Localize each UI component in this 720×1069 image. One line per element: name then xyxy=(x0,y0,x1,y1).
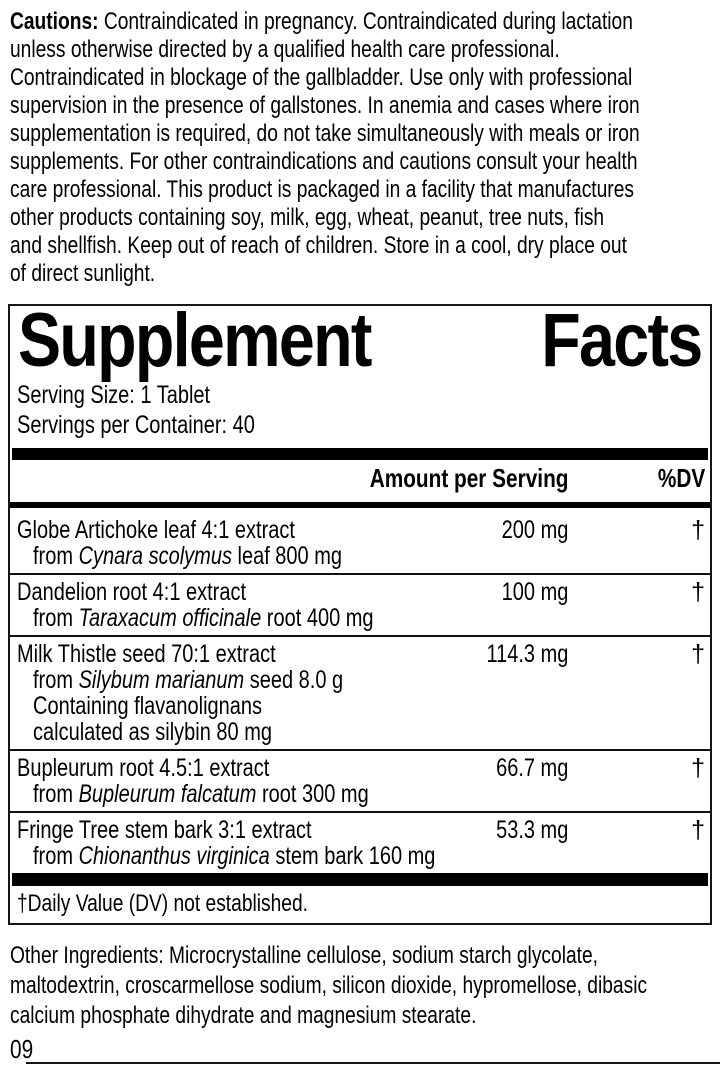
caution-line: other products containing soy, milk, egg… xyxy=(10,204,605,231)
dv-value: † xyxy=(691,578,705,606)
panel-title-word-supplement: Supplement xyxy=(18,298,372,383)
ingredient-name: Bupleurum root 4.5:1 extract xyxy=(17,754,270,782)
caution-line: Cautions: Contraindicated in pregnancy. … xyxy=(10,8,710,36)
latin-name: Chionanthus virginica xyxy=(78,842,270,870)
product-code: 09 xyxy=(10,1034,34,1064)
caution-line: of direct sunlight. xyxy=(10,260,156,287)
other-ingredients-line: calcium phosphate dihydrate and magnesiu… xyxy=(10,1002,477,1029)
ingredient-source: from Taraxacum officinale root 400 mg xyxy=(33,604,374,632)
ingredient-table: Globe Artichoke leaf 4:1 extract 200 mg † … xyxy=(10,508,710,873)
serving-info: Serving Size: 1 Tablet Servings per Cont… xyxy=(17,380,710,440)
dv-value: † xyxy=(691,516,705,544)
panel-title-word-facts: Facts xyxy=(541,298,704,383)
ingredient-row: Fringe Tree stem bark 3:1 extract 53.3 mg… xyxy=(10,811,710,873)
ingredient-name-line: Fringe Tree stem bark 3:1 extract 53.3 mg… xyxy=(10,817,710,843)
ingredient-detail: calculated as silybin 80 mg xyxy=(33,718,273,746)
ingredient-row: Globe Artichoke leaf 4:1 extract 200 mg † … xyxy=(10,508,710,573)
ingredient-name: Globe Artichoke leaf 4:1 extract xyxy=(17,516,295,544)
caution-line: care professional. This product is packa… xyxy=(10,176,634,203)
amount-value: 114.3 mg xyxy=(486,640,568,668)
ingredient-source: from Chionanthus virginica stem bark 160… xyxy=(33,842,436,870)
serving-size: Serving Size: 1 Tablet xyxy=(17,381,211,409)
amount-value: 66.7 mg xyxy=(495,754,568,782)
supplement-facts-panel: Supplement Facts Serving Size: 1 Tablet … xyxy=(8,298,712,925)
other-ingredients-paragraph: Other Ingredients: Microcrystalline cell… xyxy=(0,941,720,1031)
dv-value: † xyxy=(691,640,705,668)
dv-value: † xyxy=(691,754,705,782)
thick-divider-top xyxy=(12,448,708,460)
caution-line: supervision in the presence of gallstone… xyxy=(10,92,640,119)
ingredient-name: Milk Thistle seed 70:1 extract xyxy=(17,640,276,668)
caution-line: and shellfish. Keep out of reach of chil… xyxy=(10,232,627,259)
latin-name: Cynara scolymus xyxy=(78,542,232,570)
panel-title: Supplement Facts xyxy=(18,298,704,383)
ingredient-detail: Containing flavanolignans xyxy=(33,692,263,720)
ingredient-name: Fringe Tree stem bark 3:1 extract xyxy=(17,816,312,844)
amount-value: 53.3 mg xyxy=(495,816,568,844)
ingredient-source: from Cynara scolymus leaf 800 mg xyxy=(33,542,343,570)
caution-line: Contraindicated in blockage of the gallb… xyxy=(10,64,633,91)
dv-value: † xyxy=(691,816,705,844)
ingredient-row: Milk Thistle seed 70:1 extract 114.3 mg † … xyxy=(10,635,710,749)
caution-line: supplementation is required, do not take… xyxy=(10,120,640,147)
cautions-label: Cautions: xyxy=(10,8,99,35)
ingredient-row: Bupleurum root 4.5:1 extract 66.7 mg † fro… xyxy=(10,749,710,811)
other-ingredients-line: Other Ingredients: Microcrystalline cell… xyxy=(10,942,598,969)
amount-header: Amount per Serving xyxy=(369,463,568,493)
ingredient-name-line: Globe Artichoke leaf 4:1 extract 200 mg † xyxy=(10,517,710,543)
caution-text: Contraindicated in pregnancy. Contraindi… xyxy=(98,8,633,35)
latin-name: Bupleurum falcatum xyxy=(78,780,257,808)
ingredient-name-line: Dandelion root 4:1 extract 100 mg † xyxy=(10,579,710,605)
ingredient-source: from Bupleurum falcatum root 300 mg xyxy=(33,780,369,808)
caution-line: supplements. For other contraindications… xyxy=(10,148,638,175)
ingredient-name: Dandelion root 4:1 extract xyxy=(17,578,247,606)
ingredient-row: Dandelion root 4:1 extract 100 mg † from T… xyxy=(10,573,710,635)
thick-divider-bottom xyxy=(12,873,708,886)
amount-value: 200 mg xyxy=(501,516,568,544)
footnote: †Daily Value (DV) not established. xyxy=(17,890,308,917)
caution-line: unless otherwise directed by a qualified… xyxy=(10,36,560,63)
cautions-paragraph: Cautions: Contraindicated in pregnancy. … xyxy=(0,0,720,288)
ingredient-name-line: Milk Thistle seed 70:1 extract 114.3 mg † xyxy=(10,641,710,667)
amount-value: 100 mg xyxy=(501,578,568,606)
ingredient-name-line: Bupleurum root 4.5:1 extract 66.7 mg † xyxy=(10,755,710,781)
other-ingredients-line: maltodextrin, croscarmellose sodium, sil… xyxy=(10,972,648,999)
latin-name: Taraxacum officinale xyxy=(78,604,262,632)
dv-header: %DV xyxy=(657,463,705,493)
ingredient-source: from Silybum marianum seed 8.0 g xyxy=(33,666,344,694)
column-header-row: Amount per Serving %DV xyxy=(10,460,710,508)
latin-name: Silybum marianum xyxy=(78,666,245,694)
bottom-crop-line xyxy=(26,1062,720,1064)
servings-per-container: Servings per Container: 40 xyxy=(17,411,255,439)
